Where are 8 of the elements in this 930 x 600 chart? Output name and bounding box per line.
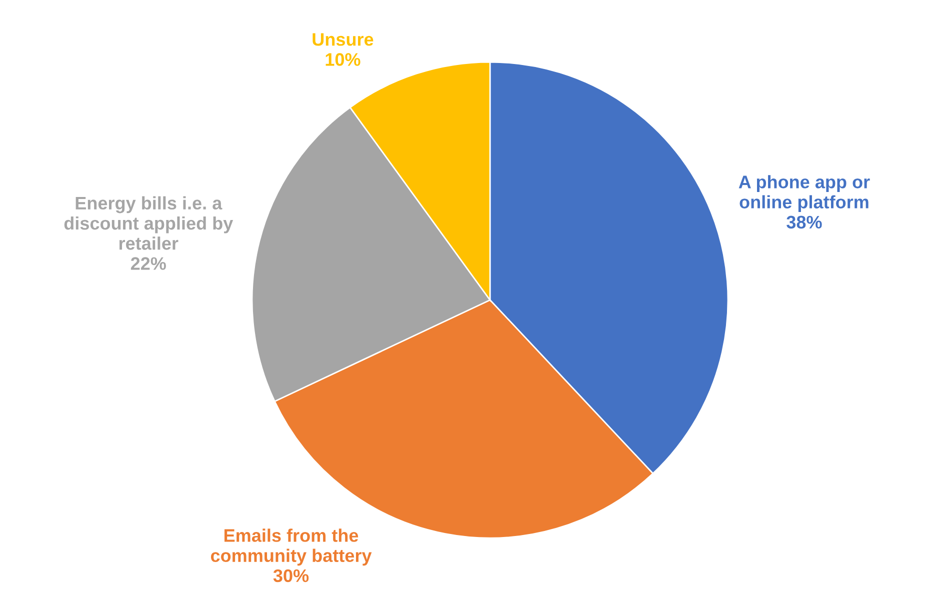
- slice-label: Energy bills i.e. a discount applied by retailer: [64, 196, 234, 250]
- slice-label: Emails from the community battery: [210, 528, 372, 566]
- data-label: 22%: [130, 257, 166, 270]
- data-label: 30%: [273, 569, 309, 582]
- slice-label: A phone app or online platform: [738, 175, 870, 212]
- slice-label: Unsure: [312, 33, 374, 46]
- data-label: 10%: [326, 53, 360, 66]
- data-label: 38%: [786, 216, 822, 229]
